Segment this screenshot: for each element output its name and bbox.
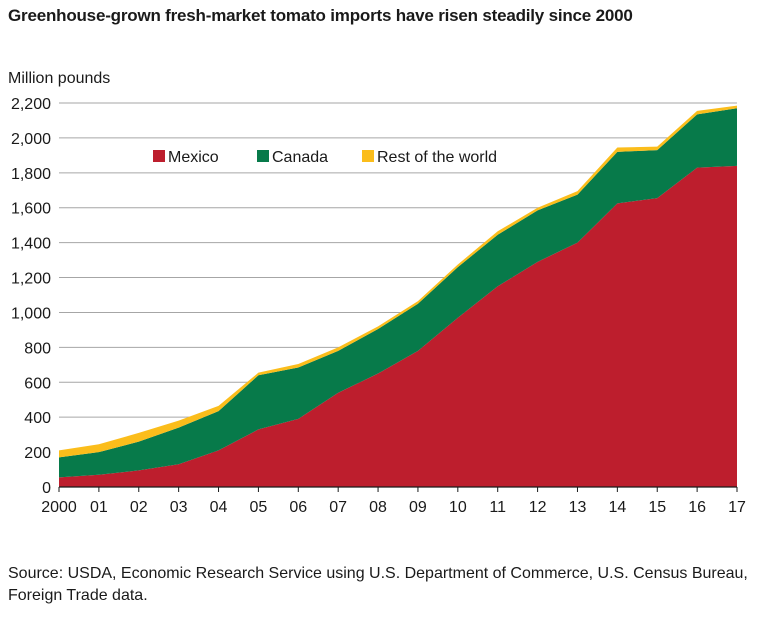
x-tick-label: 11 xyxy=(489,499,506,516)
y-tick-label: 1,600 xyxy=(11,201,51,218)
x-tick-label: 04 xyxy=(210,499,228,516)
y-tick-label: 800 xyxy=(24,340,51,357)
x-tick-label: 08 xyxy=(369,499,387,516)
y-tick-label: 2,200 xyxy=(11,96,51,113)
y-tick-label: 400 xyxy=(24,410,51,427)
x-tick-label: 01 xyxy=(90,499,108,516)
y-tick-label: 200 xyxy=(24,445,51,462)
x-tick-label: 2000 xyxy=(41,499,77,516)
y-tick-label: 1,400 xyxy=(11,236,51,253)
x-tick-label: 16 xyxy=(688,499,706,516)
x-tick-label: 05 xyxy=(250,499,268,516)
source-note: Source: USDA, Economic Research Service … xyxy=(8,565,748,604)
legend-swatch-rest-of-the-world xyxy=(362,150,374,162)
x-tick-label: 13 xyxy=(569,499,587,516)
legend-label-rest-of-the-world: Rest of the world xyxy=(377,149,497,166)
x-tick-label: 14 xyxy=(608,499,626,516)
y-tick-label: 600 xyxy=(24,375,51,392)
y-tick-label: 1,000 xyxy=(11,305,51,322)
x-tick-label: 15 xyxy=(648,499,666,516)
y-tick-label: 1,800 xyxy=(11,166,51,183)
y-tick-label: 0 xyxy=(42,480,51,497)
stacked-area-chart: Million pounds 0 200 400 600 800 1,000 1,200 1,4… xyxy=(8,70,746,516)
x-tick-label: 06 xyxy=(289,499,307,516)
area-mexico xyxy=(59,165,737,487)
x-tick-label: 10 xyxy=(449,499,467,516)
legend-label-canada: Canada xyxy=(272,149,328,166)
x-tick-label: 17 xyxy=(728,499,746,516)
legend-swatch-canada xyxy=(257,150,269,162)
x-tick-label: 12 xyxy=(529,499,547,516)
y-axis-label: Million pounds xyxy=(8,70,110,87)
chart-title: Greenhouse-grown fresh-market tomato imp… xyxy=(8,6,633,25)
legend-swatch-mexico xyxy=(153,150,165,162)
y-tick-label: 2,000 xyxy=(11,131,51,148)
legend-label-mexico: Mexico xyxy=(168,149,219,166)
x-tick-label: 02 xyxy=(130,499,148,516)
y-tick-label: 1,200 xyxy=(11,271,51,288)
x-tick-label: 07 xyxy=(329,499,347,516)
x-tick-label: 03 xyxy=(170,499,188,516)
area-canada xyxy=(59,108,737,478)
x-tick-label: 09 xyxy=(409,499,427,516)
